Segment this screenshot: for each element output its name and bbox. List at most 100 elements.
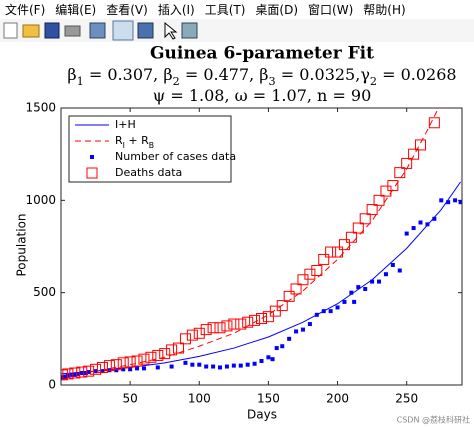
data-point bbox=[294, 329, 299, 334]
data-point bbox=[415, 139, 427, 151]
data-point bbox=[404, 231, 409, 236]
data-point bbox=[390, 262, 395, 267]
dock-icon[interactable] bbox=[112, 20, 134, 41]
legend-label: Deaths data bbox=[115, 166, 182, 179]
data-point bbox=[69, 367, 81, 379]
menu-item[interactable]: 帮助(H) bbox=[363, 3, 406, 17]
chart-subtitle: ψ = 1.08, ω = 1.07, n = 90 bbox=[153, 86, 372, 105]
legend-label: I+H bbox=[115, 118, 136, 131]
data-point bbox=[179, 333, 191, 345]
toolbar bbox=[0, 19, 474, 43]
data-point bbox=[335, 305, 340, 310]
data-point bbox=[432, 216, 437, 221]
open-icon[interactable] bbox=[22, 24, 40, 38]
data-point bbox=[110, 359, 122, 371]
data-point bbox=[124, 356, 136, 368]
insert-icon[interactable] bbox=[137, 22, 154, 39]
data-point bbox=[242, 316, 254, 328]
save-icon[interactable] bbox=[44, 22, 60, 39]
data-point bbox=[211, 364, 216, 369]
data-point bbox=[363, 286, 368, 291]
x-tick-label: 150 bbox=[257, 392, 280, 406]
data-point bbox=[86, 370, 91, 375]
menu-item[interactable]: 桌面(D) bbox=[255, 3, 299, 17]
data-point bbox=[321, 309, 326, 314]
data-point bbox=[131, 355, 143, 367]
tool-icon[interactable] bbox=[181, 22, 198, 39]
data-point bbox=[311, 265, 323, 277]
data-point bbox=[238, 363, 243, 368]
data-point bbox=[318, 253, 330, 265]
data-point bbox=[458, 200, 462, 205]
data-point bbox=[439, 198, 444, 203]
chart-title: Guinea 6-parameter Fit bbox=[150, 44, 374, 64]
data-point bbox=[342, 299, 347, 304]
data-point bbox=[411, 226, 416, 231]
data-point bbox=[218, 365, 223, 370]
data-point bbox=[65, 373, 70, 378]
print-icon[interactable] bbox=[64, 25, 81, 37]
data-point bbox=[270, 357, 275, 362]
y-axis-label: Population bbox=[15, 213, 29, 276]
data-point bbox=[72, 372, 77, 377]
data-point bbox=[307, 322, 312, 327]
data-point bbox=[359, 213, 371, 225]
data-point bbox=[96, 361, 108, 373]
data-point bbox=[152, 349, 164, 361]
data-point bbox=[325, 246, 337, 258]
data-point bbox=[269, 305, 281, 317]
data-point bbox=[262, 311, 274, 323]
menu-item[interactable]: 文件(F) bbox=[5, 3, 46, 17]
data-point bbox=[159, 348, 171, 360]
data-point bbox=[169, 364, 174, 369]
data-point bbox=[166, 344, 178, 356]
menu-item[interactable]: 工具(T) bbox=[204, 3, 246, 17]
data-point bbox=[349, 290, 354, 295]
x-tick-label: 200 bbox=[326, 392, 349, 406]
data-point bbox=[287, 336, 292, 341]
data-point bbox=[224, 364, 229, 369]
data-point bbox=[155, 365, 160, 370]
data-point bbox=[135, 366, 140, 371]
y-tick-label: 0 bbox=[48, 378, 56, 392]
data-point bbox=[76, 366, 88, 378]
data-point bbox=[352, 222, 364, 234]
pointer-icon[interactable] bbox=[164, 21, 178, 40]
data-point bbox=[173, 342, 185, 354]
data-point bbox=[276, 300, 288, 312]
data-point bbox=[93, 369, 98, 374]
axes-box bbox=[60, 107, 463, 386]
data-point bbox=[453, 198, 458, 203]
export-icon[interactable] bbox=[89, 22, 106, 39]
data-point bbox=[274, 346, 279, 351]
menu-item[interactable]: 窗口(W) bbox=[308, 3, 354, 17]
chart-subtitle: β1 = 0.307, β2 = 0.477, β3 = 0.0325,γ2 =… bbox=[67, 65, 456, 88]
data-point bbox=[373, 194, 385, 206]
data-point bbox=[114, 368, 119, 373]
data-point bbox=[304, 268, 316, 280]
data-point bbox=[283, 290, 295, 302]
x-tick-label: 50 bbox=[122, 392, 137, 406]
legend-box bbox=[68, 115, 232, 183]
figure: Guinea 6-parameter Fit β1 = 0.307, β2 = … bbox=[0, 42, 474, 427]
data-point bbox=[370, 279, 375, 284]
menu-item[interactable]: 编辑(E) bbox=[55, 3, 97, 17]
data-point bbox=[197, 362, 202, 367]
data-point bbox=[383, 272, 388, 277]
menu-item[interactable]: 查看(V) bbox=[106, 3, 148, 17]
data-point bbox=[128, 367, 133, 372]
data-point bbox=[103, 360, 115, 372]
data-point bbox=[207, 322, 219, 334]
y-tick-label: 1000 bbox=[25, 193, 56, 207]
menu-item[interactable]: 插入(I) bbox=[157, 3, 195, 17]
data-point bbox=[259, 358, 264, 363]
data-point bbox=[314, 312, 319, 317]
new-icon[interactable] bbox=[3, 22, 18, 39]
data-point bbox=[83, 365, 95, 377]
data-point bbox=[338, 239, 350, 251]
plot-content bbox=[61, 108, 462, 381]
data-point bbox=[231, 363, 236, 368]
data-point bbox=[266, 355, 271, 360]
